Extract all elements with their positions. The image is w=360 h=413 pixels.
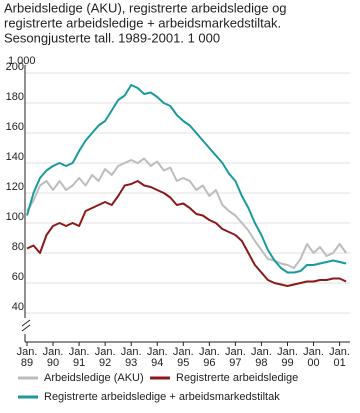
chart-title: registrerte arbeidsledige + arbeidsmarke… <box>4 15 281 30</box>
chart-title: Sesongjusterte tall. 1989-2001. 1 000 <box>4 30 220 45</box>
y-tick-label: 100 <box>6 211 24 223</box>
y-tick-label: 180 <box>6 91 24 103</box>
axis-break <box>21 319 31 332</box>
x-tick-label: Jan. 98 <box>251 346 272 369</box>
series-line <box>26 84 347 274</box>
y-tick-label: 80 <box>12 241 24 253</box>
y-unit: 1 000 <box>8 55 36 67</box>
y-tick-label: 120 <box>6 181 24 193</box>
x-tick-label: Jan. 97 <box>225 346 246 369</box>
x-tick-label: Jan. 92 <box>95 346 116 369</box>
y-tick-label: 60 <box>12 271 24 283</box>
x-tick-label: Jan. 99 <box>277 346 298 369</box>
legend-label: Registrerte arbeidsledige + arbeidsmarke… <box>44 391 280 403</box>
x-tick-label: Jan. 96 <box>199 346 220 369</box>
x-tick-label: Jan. 90 <box>43 346 64 369</box>
y-tick-label: 160 <box>6 121 24 133</box>
x-tick-label: Jan. 01 <box>329 346 350 369</box>
legend-label: Registrerte arbeidsledige <box>176 372 298 384</box>
x-tick-label: Jan. 91 <box>69 346 90 369</box>
x-tick-label: Jan. 95 <box>173 346 194 369</box>
legend-label: Arbeidsledige (AKU) <box>44 372 144 384</box>
y-tick-label: 200 <box>6 61 24 73</box>
x-tick-label: Jan. 94 <box>147 346 168 369</box>
series-line <box>26 180 347 287</box>
x-tick-label: Jan. 93 <box>121 346 142 369</box>
y-tick-label: 40 <box>12 301 24 313</box>
chart-title: Arbeidsledige (AKU), registrerte arbeids… <box>4 0 287 15</box>
series-line <box>26 157 347 269</box>
x-tick-label: Jan. 00 <box>303 346 324 369</box>
y-tick-label: 140 <box>6 151 24 163</box>
x-tick-label: Jan. 89 <box>17 346 38 369</box>
